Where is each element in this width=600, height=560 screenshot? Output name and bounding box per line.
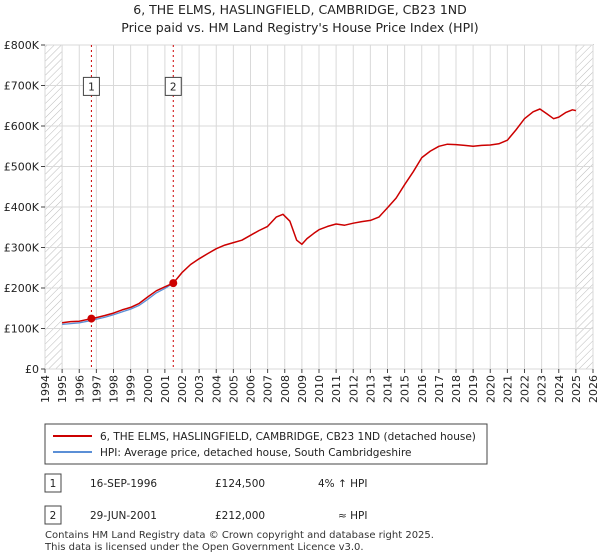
x-tick-label: 2005 [227, 375, 240, 403]
x-tick-label: 1999 [125, 375, 138, 403]
x-tick-label: 2017 [433, 375, 446, 403]
footer: Contains HM Land Registry data © Crown c… [45, 530, 434, 554]
transaction-hpi: 4% ↑ HPI [318, 478, 367, 490]
transaction-price: £212,000 [215, 510, 265, 522]
x-tick-label: 2020 [484, 375, 497, 403]
chart-subtitle: Price paid vs. HM Land Registry's House … [121, 20, 478, 35]
annotation-label: 2 [170, 81, 177, 93]
x-tick-label: 2003 [193, 375, 206, 403]
x-tick-label: 2011 [330, 375, 343, 403]
sale-points [87, 279, 178, 323]
x-tick-label: 2010 [313, 375, 326, 403]
y-axis: £0 £100K £200K £300K £400K £500K £600K £700K £80… [4, 39, 45, 376]
x-tick-label: 2016 [416, 375, 429, 403]
y-tick-label: £300K [4, 242, 40, 255]
x-tick-label: 2022 [519, 375, 532, 403]
footer-license: This data is licensed under the Open Gov… [45, 542, 364, 553]
x-tick-label: 2009 [296, 375, 309, 403]
y-tick-label: £100K [4, 323, 40, 336]
x-tick-label: 2019 [467, 375, 480, 403]
x-tick-label: 2021 [501, 375, 514, 403]
x-tick-label: 2024 [553, 375, 566, 403]
y-tick-label: £400K [4, 201, 40, 214]
transaction-number: 2 [50, 510, 57, 522]
footer-copyright: Contains HM Land Registry data © Crown c… [45, 530, 434, 541]
x-tick-label: 2015 [399, 375, 412, 403]
annotation-1: 1 [82, 76, 100, 96]
x-tick-label: 1996 [73, 375, 86, 403]
y-tick-label: £700K [4, 80, 40, 93]
x-tick-label: 1997 [90, 375, 103, 403]
annotation-box [82, 76, 100, 96]
transaction-date: 16-SEP-1996 [90, 478, 157, 490]
legend-box [44, 423, 488, 465]
annotation-2: 2 [164, 76, 182, 96]
legend: 6, THE ELMS, HASLINGFIELD, CAMBRIDGE, CB… [44, 423, 488, 465]
sale-point [87, 314, 96, 323]
transaction-price: £124,500 [215, 478, 265, 490]
price-paid-line [61, 108, 577, 324]
x-tick-label: 2012 [347, 375, 360, 403]
x-tick-label: 1995 [56, 375, 69, 403]
y-tick-label: £200K [4, 282, 40, 295]
y-tick-label: £0 [25, 363, 39, 376]
x-axis: 1994 1995 1996 1997 1998 1999 2000 2001 2002 2003… [39, 369, 600, 403]
x-tick-label: 2023 [536, 375, 549, 403]
x-tick-label: 2001 [159, 375, 172, 403]
legend-label-hpi: HPI: Average price, detached house, Sout… [100, 447, 412, 459]
transaction-hpi: ≈ HPI [338, 510, 367, 522]
x-tick-label: 2006 [245, 375, 258, 403]
x-tick-label: 2013 [364, 375, 377, 403]
x-tick-label: 2000 [142, 375, 155, 403]
y-tick-label: £800K [4, 39, 40, 52]
transactions-table: 1 16-SEP-1996 £124,500 4% ↑ HPI 2 29-JUN… [44, 473, 367, 525]
chart-title: 6, THE ELMS, HASLINGFIELD, CAMBRIDGE, CB… [133, 2, 467, 17]
hpi-line [62, 282, 174, 326]
x-tick-label: 2008 [279, 375, 292, 403]
transaction-number: 1 [50, 478, 57, 490]
x-tick-label: 2004 [210, 375, 223, 403]
transaction-badge [44, 505, 62, 525]
transaction-date: 29-JUN-2001 [90, 510, 157, 522]
transaction-row: 2 29-JUN-2001 £212,000 ≈ HPI [44, 505, 367, 525]
sale-point [169, 279, 178, 288]
transaction-row: 1 16-SEP-1996 £124,500 4% ↑ HPI [44, 473, 367, 493]
x-tick-label: 2002 [176, 375, 189, 403]
y-tick-label: £500K [4, 161, 40, 174]
x-tick-label: 2014 [382, 375, 395, 403]
x-tick-label: 1998 [108, 375, 121, 403]
y-tick-label: £600K [4, 120, 40, 133]
grid-lines [44, 44, 594, 370]
x-tick-label: 2007 [262, 375, 275, 403]
x-tick-label: 2025 [570, 375, 583, 403]
x-tick-label: 2018 [450, 375, 463, 403]
x-tick-label: 2026 [587, 375, 600, 403]
annotation-box [164, 76, 182, 96]
annotation-label: 1 [88, 81, 95, 93]
legend-label-price: 6, THE ELMS, HASLINGFIELD, CAMBRIDGE, CB… [100, 431, 476, 443]
x-tick-label: 1994 [39, 375, 52, 403]
transaction-badge [44, 473, 62, 493]
series-lines [61, 108, 577, 326]
